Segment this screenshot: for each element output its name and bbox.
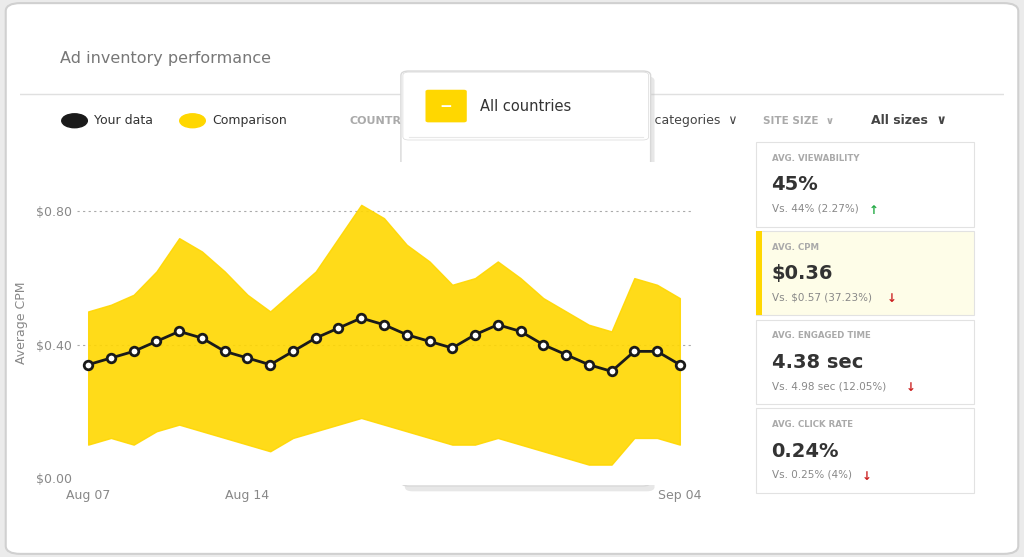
Point: [171, 327, 187, 336]
Point: [194, 334, 210, 343]
FancyBboxPatch shape: [431, 280, 465, 308]
Text: AVG. ENGAGED TIME: AVG. ENGAGED TIME: [771, 331, 870, 340]
Point: [581, 360, 597, 369]
Point: [467, 330, 483, 339]
Bar: [756, 142, 974, 227]
Text: IT: IT: [484, 333, 498, 348]
Bar: [756, 231, 974, 315]
Point: [376, 320, 392, 329]
Text: Apply: Apply: [547, 455, 593, 470]
FancyBboxPatch shape: [402, 72, 648, 140]
Text: $0.36: $0.36: [771, 264, 833, 283]
Circle shape: [61, 114, 87, 128]
Point: [536, 340, 552, 349]
FancyBboxPatch shape: [426, 90, 467, 123]
Point: [353, 314, 370, 323]
Text: DE: DE: [484, 193, 505, 208]
Bar: [756, 320, 974, 404]
Text: Top traffic sources: Top traffic sources: [430, 172, 531, 182]
Text: ↑: ↑: [868, 204, 879, 217]
Point: [285, 347, 301, 356]
FancyBboxPatch shape: [6, 3, 1018, 554]
FancyBboxPatch shape: [404, 76, 654, 491]
Text: Vs. 4.98 sec (12.05%): Vs. 4.98 sec (12.05%): [771, 381, 886, 391]
Text: 45%: 45%: [771, 175, 818, 194]
Point: [216, 347, 232, 356]
Text: AVG. VIEWABILITY: AVG. VIEWABILITY: [771, 154, 859, 163]
Text: Vs. 0.25% (4%): Vs. 0.25% (4%): [771, 470, 852, 480]
Text: US: US: [484, 379, 505, 394]
Text: CH: CH: [484, 286, 506, 301]
Bar: [756, 231, 762, 315]
Point: [421, 337, 437, 346]
Point: [398, 330, 415, 339]
FancyBboxPatch shape: [431, 373, 465, 401]
FancyBboxPatch shape: [431, 187, 465, 215]
Point: [672, 360, 688, 369]
Point: [558, 350, 574, 359]
Text: AT: AT: [484, 240, 503, 255]
Text: 4.38 sec: 4.38 sec: [771, 353, 863, 372]
Text: ↓: ↓: [905, 381, 915, 394]
Point: [626, 347, 642, 356]
Point: [148, 337, 165, 346]
Point: [80, 360, 96, 369]
Text: Vs. $0.57 (37.23%): Vs. $0.57 (37.23%): [771, 292, 871, 302]
Point: [307, 334, 324, 343]
Point: [331, 324, 347, 333]
Text: Comparison: Comparison: [212, 114, 287, 127]
Bar: [756, 408, 974, 493]
Text: Vs. 44% (2.27%): Vs. 44% (2.27%): [771, 204, 858, 214]
Point: [603, 367, 620, 376]
Text: 0.24%: 0.24%: [771, 442, 839, 461]
Point: [262, 360, 279, 369]
Text: COUNTRIES: COUNTRIES: [350, 116, 422, 126]
Point: [126, 347, 142, 356]
FancyBboxPatch shape: [401, 71, 650, 486]
Point: [240, 354, 256, 363]
Point: [649, 347, 666, 356]
Text: Ad inventory performance: Ad inventory performance: [59, 51, 270, 66]
Text: ✓: ✓: [442, 194, 454, 207]
Y-axis label: Average CPM: Average CPM: [14, 282, 28, 364]
Text: All categories  ∨: All categories ∨: [635, 114, 737, 127]
Text: −: −: [439, 99, 453, 114]
Text: ↓: ↓: [887, 292, 897, 305]
FancyBboxPatch shape: [431, 233, 465, 261]
Text: AVG. CLICK RATE: AVG. CLICK RATE: [771, 420, 853, 429]
Circle shape: [180, 114, 205, 128]
Text: All sizes  ∨: All sizes ∨: [870, 114, 946, 127]
Text: Your data: Your data: [94, 114, 154, 127]
Text: All countries: All countries: [479, 99, 570, 114]
Point: [512, 327, 528, 336]
Point: [444, 344, 461, 353]
Text: SITE SIZE  ∨: SITE SIZE ∨: [763, 116, 834, 126]
Text: ↓: ↓: [862, 470, 872, 483]
Point: [489, 320, 506, 329]
FancyBboxPatch shape: [431, 326, 465, 354]
Point: [102, 354, 119, 363]
Text: AVG. CPM: AVG. CPM: [771, 243, 818, 252]
Text: Cancel: Cancel: [451, 455, 500, 470]
